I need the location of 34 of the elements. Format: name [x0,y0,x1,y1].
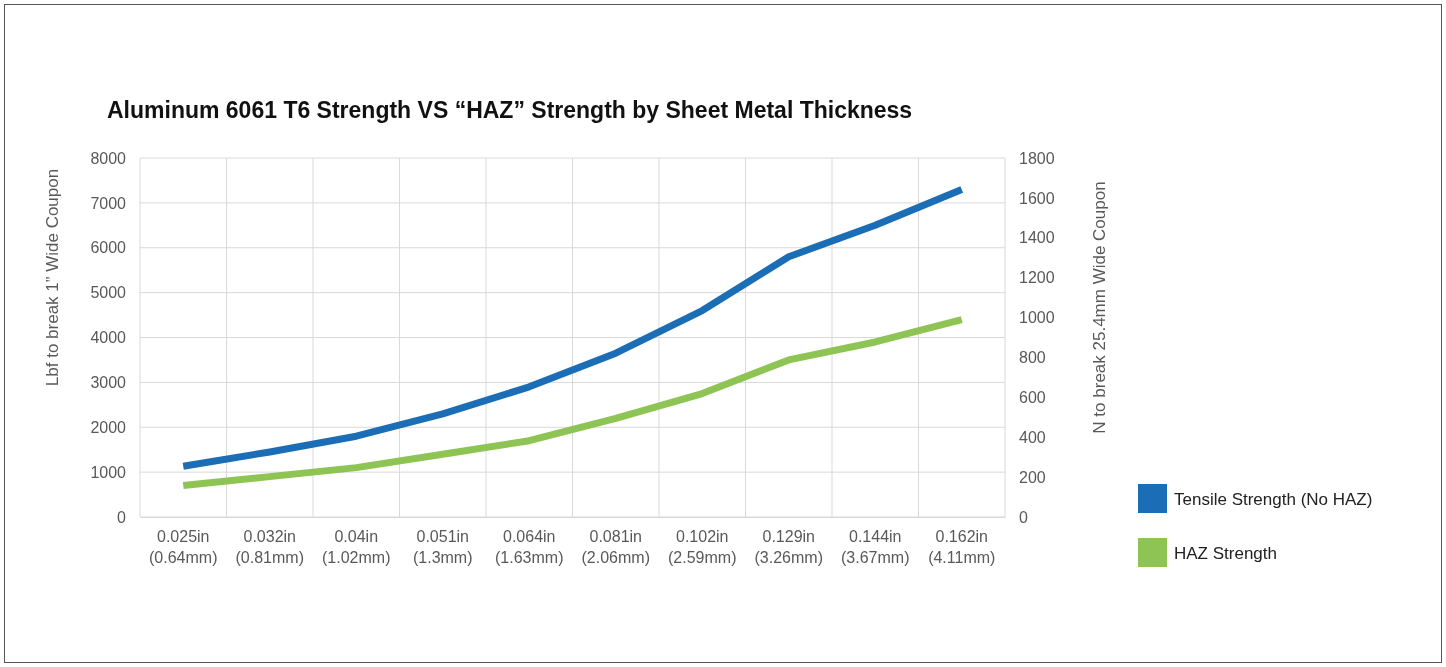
x-tick-label: 0.025in (0.64mm) [149,528,218,567]
x-tick-label: 0.064in (1.63mm) [495,528,564,567]
y2-tick-label: 1400 [1019,229,1055,247]
y-tick-label: 8000 [90,149,127,167]
y-tick-label: 6000 [90,239,127,257]
x-tick-label: 0.144in (3.67mm) [841,528,910,567]
x-tick-label: 0.051in (1.3mm) [412,528,473,567]
x-tick-label: 0.102in (2.59mm) [668,528,737,567]
y-tick-label: 2000 [90,418,127,436]
legend-label: HAZ Strength [1174,544,1277,563]
y-tick-label: 0 [117,508,127,526]
y2-tick-label: 200 [1019,468,1046,486]
y2-tick-label: 1600 [1019,189,1055,207]
y-axis-title: Lbf to break 1” Wide Coupon [43,168,62,387]
y2-tick-label: 600 [1019,388,1046,406]
x-tick-label: 0.081in (2.06mm) [581,528,650,567]
y-tick-label: 1000 [90,463,127,481]
y2-tick-label: 400 [1019,428,1046,446]
y-tick-label: 7000 [90,194,127,212]
x-tick-label: 0.129in (3.26mm) [754,528,823,567]
y-tick-label: 3000 [90,373,127,391]
y-tick-label: 5000 [90,284,127,302]
x-tick-label: 0.032in (0.81mm) [235,528,304,567]
legend-label: Tensile Strength (No HAZ) [1174,490,1373,509]
y2-tick-label: 800 [1019,349,1046,367]
y2-axis-title: N to break 25.4mm Wide Coupon [1090,181,1109,434]
y-tick-label: 4000 [90,329,127,347]
y2-tick-label: 1800 [1019,149,1055,167]
x-tick-label: 0.04in (1.02mm) [322,528,391,567]
y2-tick-label: 0 [1019,508,1028,526]
y2-tick-label: 1200 [1019,269,1055,287]
x-tick-label: 0.162in (4.11mm) [928,528,996,567]
y2-tick-label: 1000 [1019,309,1055,327]
chart-title: Aluminum 6061 T6 Strength VS “HAZ” Strength by Sheet Metal Thickness [107,97,913,123]
